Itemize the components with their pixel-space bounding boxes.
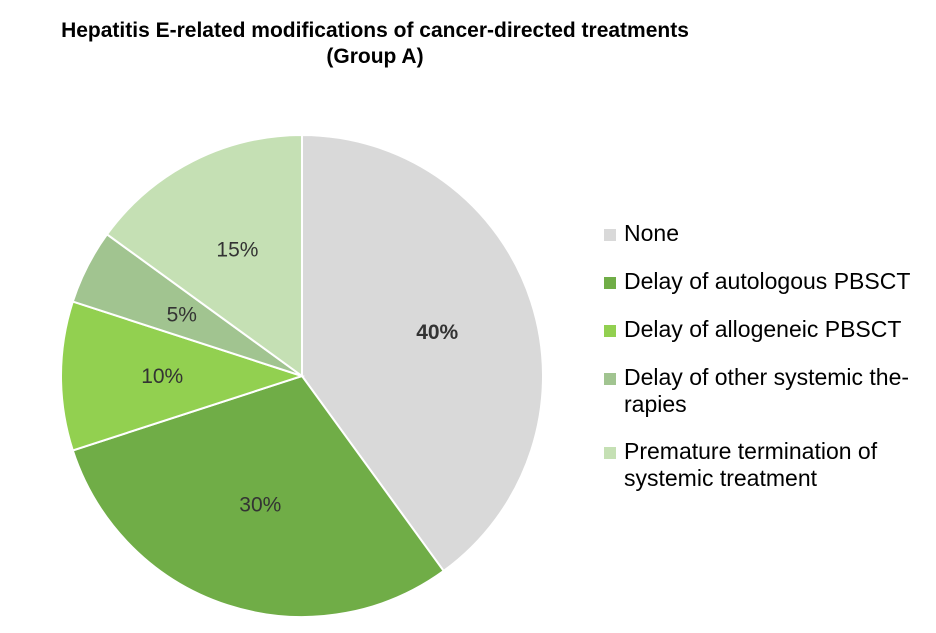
pie-slice-none bbox=[301, 133, 544, 573]
legend-item-other-systemic: Delay of other systemic the-rapies bbox=[604, 364, 914, 418]
chart-title: Hepatitis E-related modifications of can… bbox=[0, 18, 750, 70]
pie-label-none: 40% bbox=[416, 321, 458, 344]
pie-label-allogeneic: 10% bbox=[141, 365, 183, 388]
legend-item-autologous: Delay of autologous PBSCT bbox=[604, 268, 914, 295]
legend-label-none: None bbox=[624, 220, 679, 246]
legend-swatch-autologous bbox=[604, 277, 616, 289]
pie-slice-premature-termination bbox=[105, 133, 303, 378]
legend-item-allogeneic: Delay of allogeneic PBSCT bbox=[604, 316, 914, 343]
legend-item-none: None bbox=[604, 220, 914, 247]
legend-label-autologous: Delay of autologous PBSCT bbox=[624, 268, 911, 294]
legend-swatch-allogeneic bbox=[604, 325, 616, 337]
legend-swatch-other-systemic bbox=[604, 373, 616, 385]
chart-title-line-1: Hepatitis E-related modifications of can… bbox=[61, 19, 689, 42]
legend-label-allogeneic: Delay of allogeneic PBSCT bbox=[624, 316, 902, 342]
legend-item-premature-termination: Premature termination of systemic treatm… bbox=[604, 438, 914, 492]
legend-swatch-premature-termination bbox=[604, 447, 616, 459]
legend-label-other-systemic: Delay of other systemic the-rapies bbox=[624, 364, 910, 417]
pie-slice-allogeneic bbox=[60, 300, 306, 452]
pie-label-other-systemic: 5% bbox=[167, 304, 197, 327]
pie-slice-autologous bbox=[71, 374, 446, 618]
pie-label-autologous: 30% bbox=[239, 493, 281, 516]
chart-title-line-2: (Group A) bbox=[326, 45, 424, 68]
pie-label-premature-termination: 15% bbox=[216, 238, 258, 261]
legend-swatch-none bbox=[604, 229, 616, 241]
legend-label-premature-termination: Premature termination of systemic treatm… bbox=[624, 438, 878, 491]
